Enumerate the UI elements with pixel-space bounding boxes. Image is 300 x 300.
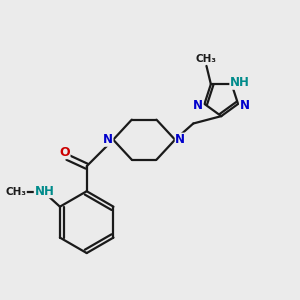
Text: N: N	[239, 99, 250, 112]
Text: CH₃: CH₃	[196, 54, 217, 64]
Text: NH: NH	[230, 76, 250, 89]
Text: N: N	[175, 133, 185, 146]
Text: N: N	[103, 133, 113, 146]
Text: CH₃: CH₃	[5, 187, 26, 197]
Text: O: O	[59, 146, 70, 159]
Text: N: N	[193, 99, 203, 112]
Text: NH: NH	[34, 184, 54, 198]
